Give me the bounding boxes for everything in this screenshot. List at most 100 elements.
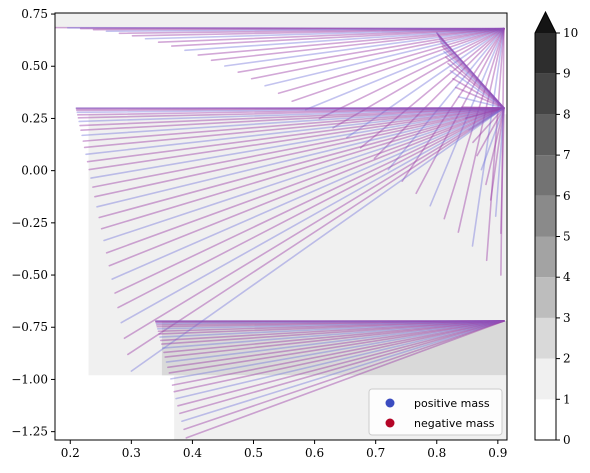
fan-0-ray-14 xyxy=(237,27,505,73)
y-tick-label-2: 0.25 xyxy=(21,111,48,125)
fan-2-ray-13 xyxy=(457,96,505,109)
fan-1 xyxy=(75,107,505,372)
fan-3-ray-14 xyxy=(163,320,505,354)
colorbar-segment-7 xyxy=(535,114,556,156)
colorbar-tick-label-8: 8 xyxy=(563,107,571,121)
fan-1-ray-23 xyxy=(105,107,505,254)
fan-3-ray-12 xyxy=(161,320,505,345)
fan-1-ray-4 xyxy=(76,107,505,114)
colorbar-segment-9 xyxy=(535,33,556,74)
fan-1-ray-6 xyxy=(77,107,505,119)
y-axis: 0.75 0.50 0.25 0.00 −0.25 −0.50 −0.75 −1.00 −1.2… xyxy=(11,7,55,439)
fan-1-ray-29 xyxy=(123,107,505,340)
fan-0 xyxy=(55,26,505,276)
fan-1-ray-24 xyxy=(108,107,505,267)
fan-2-ray-9 xyxy=(447,62,505,109)
fan-3-ray-4 xyxy=(155,320,505,325)
fan-0-ray-28 xyxy=(429,27,505,207)
colorbar-tick-label-10: 10 xyxy=(563,26,578,40)
fan-0-ray-25 xyxy=(387,27,505,171)
colorbar-tick-label-1: 1 xyxy=(563,392,571,406)
fan-3-ray-6 xyxy=(156,320,505,328)
fan-2-ray-17 xyxy=(472,107,505,144)
colorbar-segment-2 xyxy=(535,317,556,359)
colorbar-tick-label-0: 0 xyxy=(563,433,571,447)
fan-2-ray-22 xyxy=(494,107,505,218)
fan-3-ray-11 xyxy=(160,320,505,342)
colorbar-segment-3 xyxy=(535,277,556,318)
fan-3-ray-19 xyxy=(170,320,505,380)
fan-0-ray-16 xyxy=(264,27,505,87)
colorbar-tick-label-6: 6 xyxy=(563,189,571,203)
fan-2-ray-19 xyxy=(480,107,505,171)
y-tick-label-6: −0.75 xyxy=(11,320,48,334)
fan-3-ray-21 xyxy=(173,320,505,393)
colorbar-tick-label-5: 5 xyxy=(563,230,571,244)
fan-2 xyxy=(435,32,505,235)
fan-3 xyxy=(154,320,505,439)
fan-1-ray-10 xyxy=(81,107,505,137)
y-tick-label-5: −0.50 xyxy=(11,268,48,282)
fan-2-ray-2 xyxy=(436,33,505,109)
fan-0-ray-23 xyxy=(359,27,505,149)
fan-0-ray-6 xyxy=(131,27,505,37)
x-tick-label-2: 0.4 xyxy=(183,446,202,460)
fan-2-ray-21 xyxy=(489,107,505,201)
fan-0-ray-33 xyxy=(500,27,505,276)
y-tick-label-8: −1.25 xyxy=(11,425,48,439)
fan-1-ray-19 xyxy=(96,107,505,208)
colorbar-segment-4 xyxy=(535,236,556,278)
fan-0-ray-32 xyxy=(485,27,505,262)
fan-1-ray-12 xyxy=(83,107,505,149)
fan-2-ray-20 xyxy=(485,107,505,186)
background-region-0 xyxy=(55,13,507,28)
fan-3-ray-7 xyxy=(157,320,505,330)
fan-0-ray-19 xyxy=(304,27,505,111)
fan-0-ray-27 xyxy=(415,27,505,195)
fan-3-ray-20 xyxy=(171,320,505,386)
fan-2-ray-12 xyxy=(454,86,505,109)
colorbar-segment-5 xyxy=(535,195,556,237)
fan-1-ray-2 xyxy=(75,107,505,110)
fan-3-ray-23 xyxy=(177,320,505,407)
fan-2-ray-15 xyxy=(464,107,505,119)
fan-1-ray-17 xyxy=(92,107,505,188)
fan-1-ray-26 xyxy=(114,107,505,294)
plot-area: 0.2 0.3 0.4 0.5 0.6 0.7 0.8 0.9 0.75 0.50 0.25 0.0… xyxy=(11,7,508,460)
colorbar-tick-label-3: 3 xyxy=(563,311,571,325)
legend-box xyxy=(368,388,503,436)
fan-0-ray-11 xyxy=(197,27,505,56)
fan-0-ray-22 xyxy=(346,27,505,139)
fan-3-ray-5 xyxy=(156,320,505,326)
fan-3-ray-2 xyxy=(155,320,505,323)
fan-2-ray-1 xyxy=(436,32,505,109)
colorbar: 0 1 2 3 4 5 6 7 8 9 10 xyxy=(534,10,578,447)
fan-2-ray-10 xyxy=(449,69,505,109)
colorbar-segment-8 xyxy=(535,73,556,115)
x-tick-label-3: 0.5 xyxy=(244,446,263,460)
fan-0-ray-5 xyxy=(118,27,505,35)
fan-1-ray-31 xyxy=(130,107,505,372)
x-tick-label-6: 0.8 xyxy=(427,446,446,460)
fan-0-ray-0 xyxy=(55,26,505,30)
fan-2-ray-0 xyxy=(435,32,505,109)
colorbar-tick-label-7: 7 xyxy=(563,148,571,162)
fan-0-ray-10 xyxy=(184,27,505,52)
fan-2-ray-5 xyxy=(440,41,505,109)
fan-3-ray-3 xyxy=(155,320,505,324)
colorbar-tick-label-9: 9 xyxy=(563,67,571,81)
y-tick-label-7: −1.00 xyxy=(11,372,48,386)
fan-0-ray-4 xyxy=(105,27,505,33)
legend-label-positive: positive mass xyxy=(414,397,490,410)
fan-1-ray-15 xyxy=(88,107,505,171)
fan-1-ray-9 xyxy=(80,107,505,131)
fan-0-ray-30 xyxy=(457,27,505,233)
fan-2-ray-6 xyxy=(441,45,505,109)
fan-2-ray-7 xyxy=(443,50,505,109)
fan-3-ray-16 xyxy=(165,320,505,363)
fan-1-ray-13 xyxy=(85,107,505,156)
fan-2-ray-16 xyxy=(468,107,505,131)
fan-1-ray-14 xyxy=(86,107,505,163)
fan-1-ray-8 xyxy=(79,107,505,127)
